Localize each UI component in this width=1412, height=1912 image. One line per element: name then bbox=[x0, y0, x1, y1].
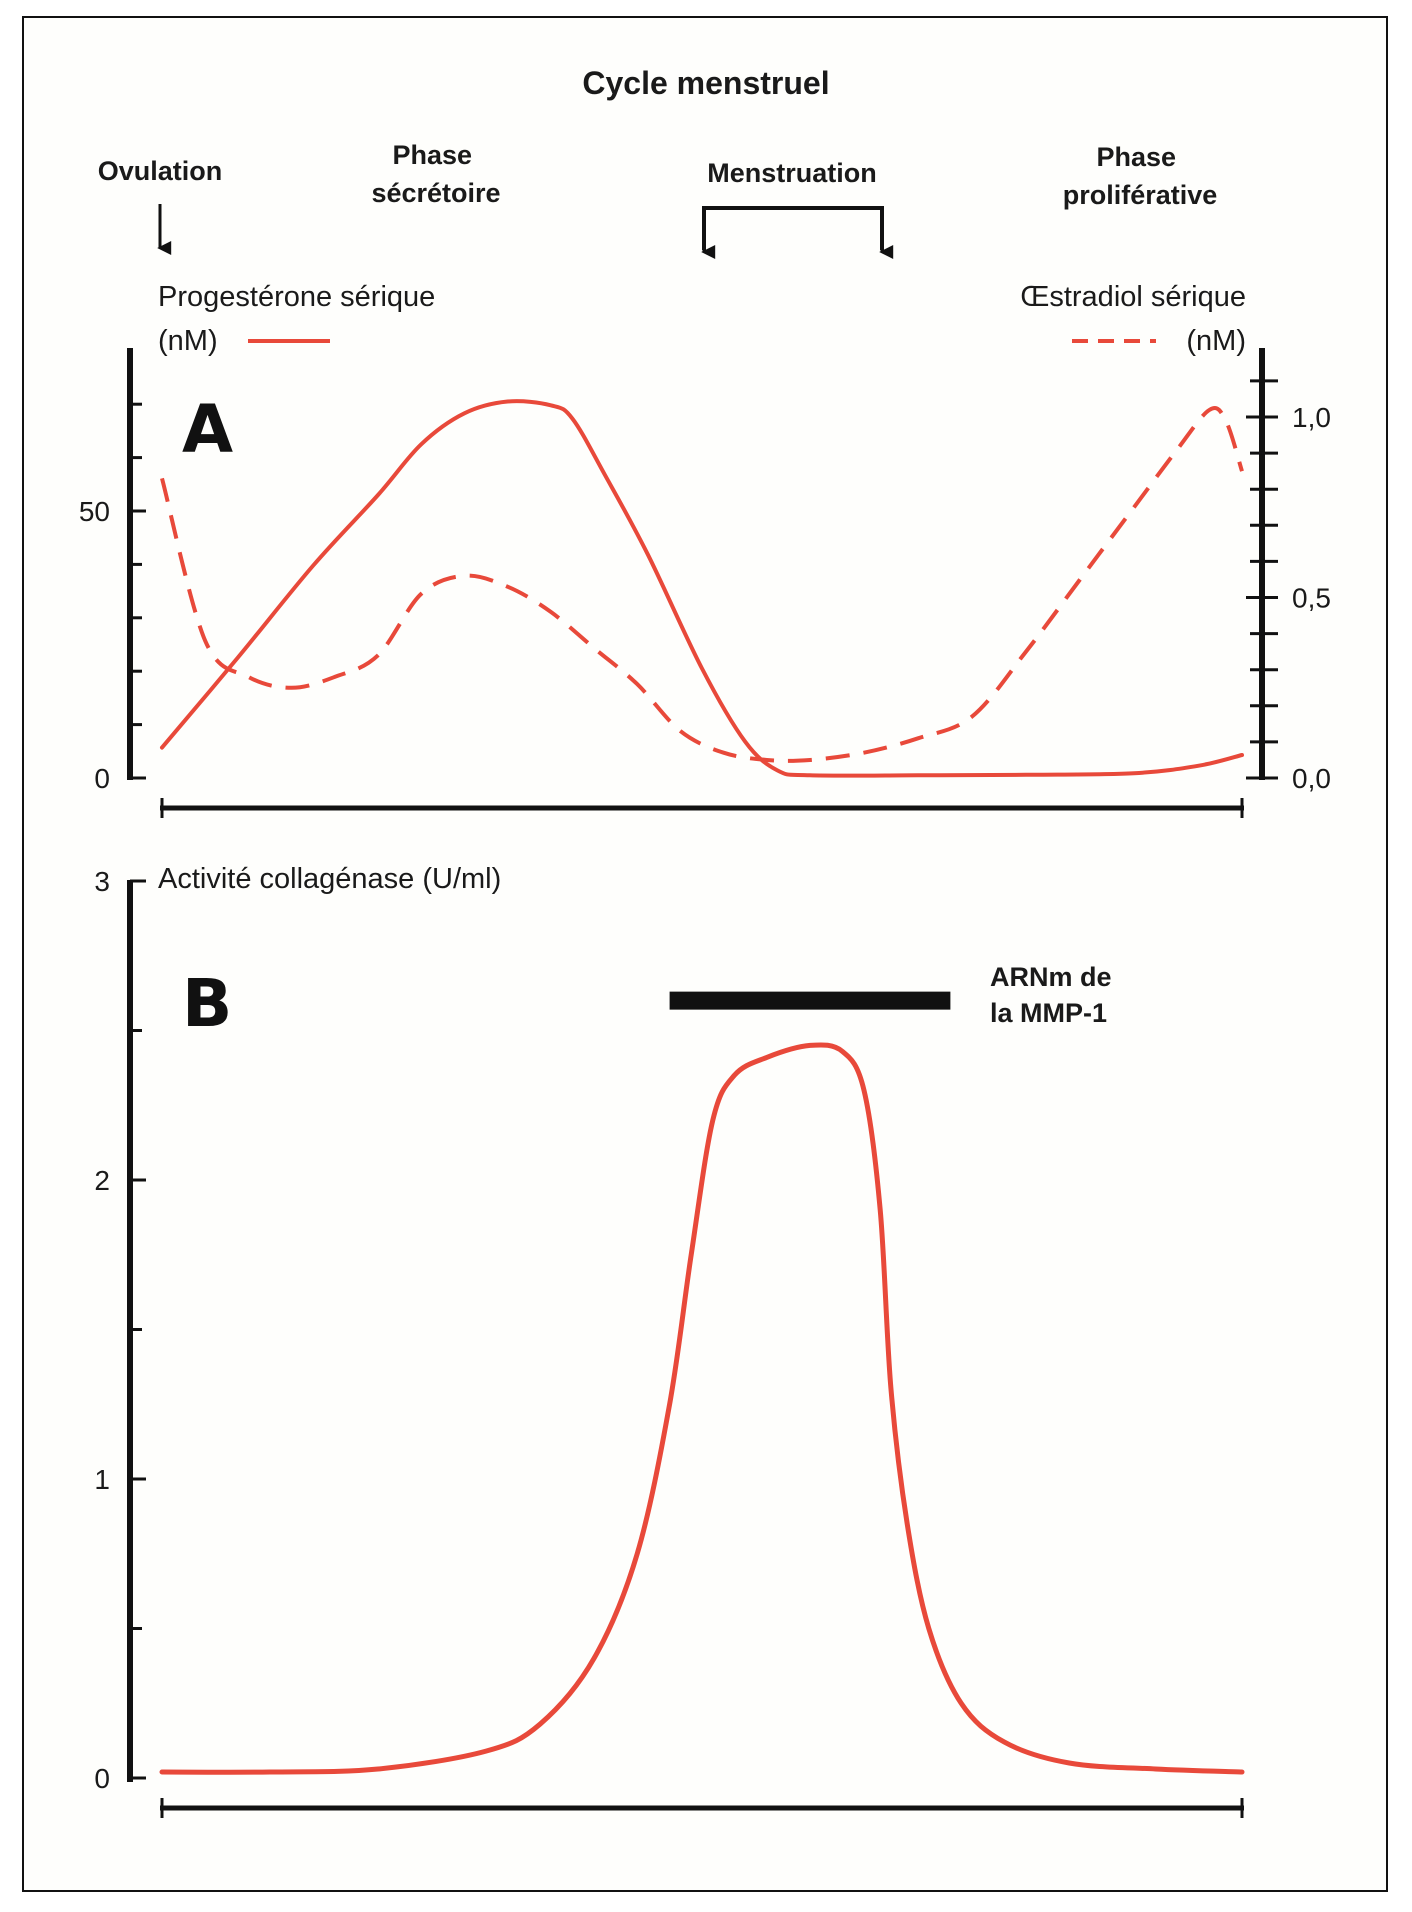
tick-label: 0,0 bbox=[1292, 763, 1331, 794]
mmp1-label-line: ARNm de bbox=[990, 962, 1112, 992]
panel-a-left-tick-labels: 0 50 bbox=[79, 496, 110, 794]
phase-label-line: Phase bbox=[1096, 142, 1176, 172]
chart-title: Cycle menstruel bbox=[582, 65, 829, 101]
panel-a-series bbox=[160, 399, 1244, 778]
collagenase-axis-label: Activité collagénase (U/ml) bbox=[158, 863, 501, 895]
collagenase-series-line bbox=[159, 1042, 1245, 1775]
tick-label: 0 bbox=[94, 1763, 110, 1794]
phase-label-secretory: Phase sécrétoire bbox=[371, 140, 500, 208]
panel-letter-b: B bbox=[182, 965, 232, 1042]
phase-label-line: sécrétoire bbox=[371, 178, 500, 208]
progesterone-axis-label: Progestérone sérique bbox=[158, 281, 435, 313]
mmp1-annotation-label: ARNm de la MMP-1 bbox=[990, 962, 1119, 1028]
progesterone-series-line bbox=[160, 399, 1244, 778]
tick-label: 1 bbox=[94, 1464, 110, 1495]
panel-a-right-ticks bbox=[1246, 379, 1278, 780]
tick-label: 50 bbox=[79, 496, 110, 527]
phase-label-ovulation: Ovulation bbox=[98, 156, 223, 186]
panel-b-tick-labels: 0 1 2 3 bbox=[94, 866, 110, 1794]
phase-label-proliferative: Phase proliférative bbox=[1063, 142, 1218, 210]
mmp1-label-line: la MMP-1 bbox=[990, 998, 1107, 1028]
tick-label: 2 bbox=[94, 1165, 110, 1196]
estradiol-axis-label: Œstradiol sérique bbox=[1020, 281, 1246, 313]
panel-letter-a: A bbox=[182, 391, 233, 468]
phase-label-line: proliférative bbox=[1063, 180, 1218, 210]
menstruation-bracket-icon bbox=[702, 206, 884, 250]
phase-label-line: Menstruation bbox=[707, 158, 877, 188]
panel-a-right-tick-labels: 0,0 0,5 1,0 bbox=[1292, 402, 1331, 794]
estradiol-axis-unit: (nM) bbox=[1186, 325, 1246, 357]
phase-label-line: Ovulation bbox=[98, 156, 223, 186]
estradiol-series-line bbox=[160, 406, 1244, 763]
phase-label-menstruation: Menstruation bbox=[707, 158, 877, 188]
panel-b-series bbox=[159, 1042, 1245, 1775]
panel-b-ticks bbox=[130, 879, 146, 1780]
tick-label: 0 bbox=[94, 763, 110, 794]
figure-frame bbox=[22, 16, 1388, 1892]
phase-label-line: Phase bbox=[392, 140, 472, 170]
tick-label: 1,0 bbox=[1292, 402, 1331, 433]
panel-a-left-ticks bbox=[130, 402, 146, 780]
progesterone-axis-unit: (nM) bbox=[158, 325, 218, 357]
tick-label: 3 bbox=[94, 866, 110, 897]
tick-label: 0,5 bbox=[1292, 583, 1331, 614]
